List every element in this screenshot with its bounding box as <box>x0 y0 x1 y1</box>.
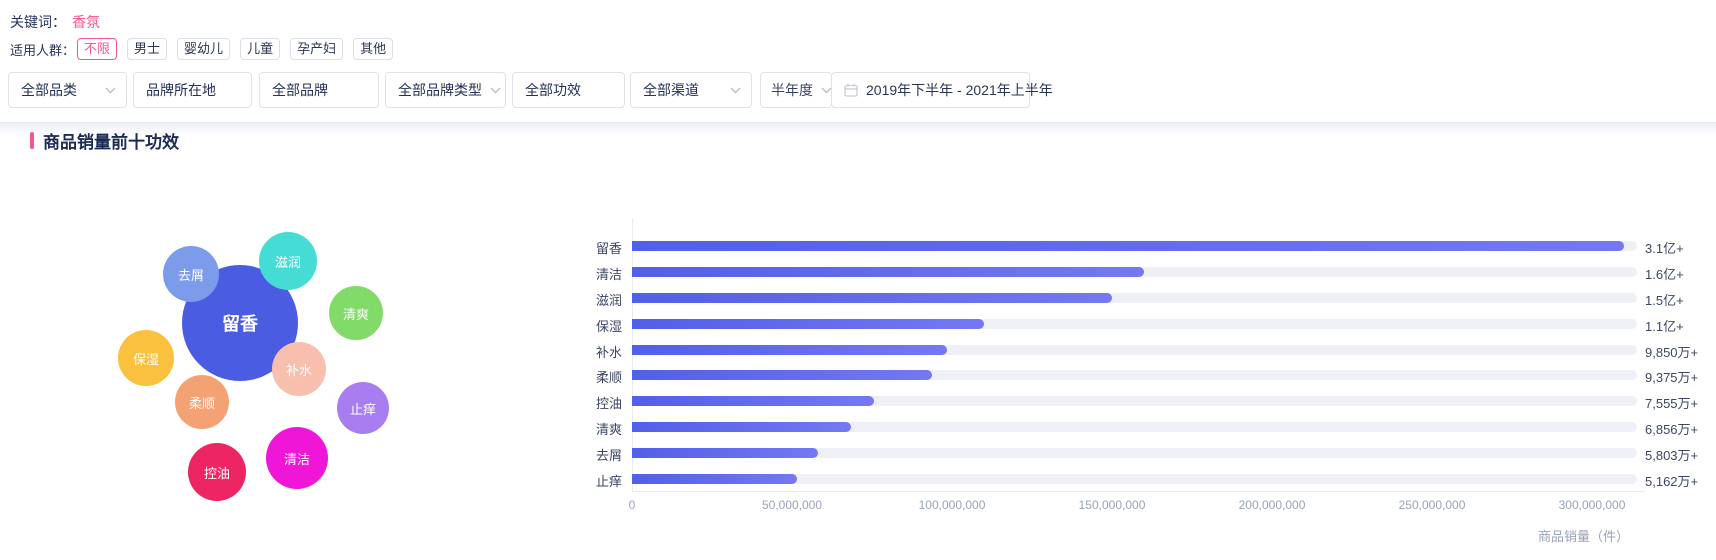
bar-category-label-清爽: 清爽 <box>595 422 622 438</box>
keyword-label: 关键词： <box>10 14 66 30</box>
bar-滋润[interactable] <box>632 292 1112 303</box>
date-range-picker[interactable]: 2019年下半年 - 2021年上半年 <box>831 72 1053 108</box>
period-granularity-select[interactable]: 半年度 <box>760 72 832 108</box>
x-axis-title: 商品销量（件） <box>1538 529 1630 544</box>
population-chip-孕产妇[interactable]: 孕产妇 <box>290 38 344 60</box>
filter-select-全部品牌类型[interactable]: 全部品牌类型 <box>385 72 506 108</box>
population-chip-不限[interactable]: 不限 <box>77 38 118 60</box>
bar-category-label-留香: 留香 <box>595 241 622 257</box>
bubble-滋润[interactable]: 滋润 <box>259 232 317 290</box>
bar-category-label-保湿: 保湿 <box>595 318 622 334</box>
bar-track <box>632 473 1637 484</box>
bar-category-label-去屑: 去屑 <box>595 447 622 463</box>
filter-label: 品牌所在地 <box>146 82 216 98</box>
header-divider-shadow <box>0 123 1716 136</box>
bar-value-label: 9,375万+ <box>1645 370 1699 386</box>
bubble-控油[interactable]: 控油 <box>188 443 246 501</box>
bar-去屑[interactable] <box>632 447 818 458</box>
filter-input-全部品牌[interactable]: 全部品牌 <box>259 72 379 108</box>
population-chip-儿童[interactable]: 儿童 <box>240 38 281 60</box>
x-tick-50,000,000: 50,000,000 <box>761 498 823 512</box>
bar-track <box>632 292 1637 303</box>
filter-input-品牌所在地[interactable]: 品牌所在地 <box>133 72 252 108</box>
bar-track <box>632 422 1637 433</box>
bar-category-label-止痒: 止痒 <box>595 473 622 489</box>
bar-value-label: 6,856万+ <box>1645 422 1699 438</box>
bar-控油[interactable] <box>632 396 874 407</box>
bar-track <box>632 447 1637 458</box>
bar-value-label: 5,803万+ <box>1645 447 1699 463</box>
bar-柔顺[interactable] <box>632 370 932 381</box>
bubble-清爽[interactable]: 清爽 <box>329 286 383 340</box>
calendar-icon <box>844 83 858 97</box>
bar-value-label: 1.5亿+ <box>1645 292 1684 308</box>
keyword-row: 关键词： 香氛 <box>10 11 100 33</box>
chevron-down-icon <box>105 87 116 94</box>
bar-value-label: 3.1亿+ <box>1645 241 1684 257</box>
x-tick-150,000,000: 150,000,000 <box>1078 498 1146 512</box>
bar-track <box>632 266 1637 277</box>
bubble-补水[interactable]: 补水 <box>272 342 326 396</box>
chevron-down-icon <box>490 87 501 94</box>
bar-清洁[interactable] <box>632 266 1144 277</box>
population-chip-group: 不限 男士 婴幼儿 儿童 孕产妇 其他 <box>77 38 403 60</box>
header-divider <box>0 122 1716 123</box>
bar-value-label: 1.1亿+ <box>1645 318 1684 334</box>
bar-category-label-补水: 补水 <box>595 344 622 360</box>
x-tick-0: 0 <box>628 498 636 512</box>
bar-track <box>632 344 1637 355</box>
filter-label: 全部品牌类型 <box>398 82 482 98</box>
x-axis-line <box>632 491 1645 492</box>
chevron-down-icon <box>821 87 832 94</box>
bar-track <box>632 370 1637 381</box>
bar-track <box>632 318 1637 329</box>
x-tick-300,000,000: 300,000,000 <box>1558 498 1626 512</box>
population-chip-其他[interactable]: 其他 <box>353 38 394 60</box>
section-title: 商品销量前十功效 <box>43 133 179 152</box>
chevron-down-icon <box>730 87 741 94</box>
bar-value-label: 5,162万+ <box>1645 473 1699 489</box>
filter-input-全部功效[interactable]: 全部功效 <box>512 72 625 108</box>
bar-track <box>632 241 1637 252</box>
x-tick-100,000,000: 100,000,000 <box>918 498 986 512</box>
period-granularity-label: 半年度 <box>771 82 813 98</box>
bar-track <box>632 396 1637 407</box>
bar-止痒[interactable] <box>632 473 798 484</box>
bar-value-label: 1.6亿+ <box>1645 266 1684 282</box>
population-chip-男士[interactable]: 男士 <box>127 38 168 60</box>
bar-补水[interactable] <box>632 344 948 355</box>
bubble-清洁[interactable]: 清洁 <box>266 427 328 489</box>
x-tick-200,000,000: 200,000,000 <box>1238 498 1306 512</box>
bar-category-label-滋润: 滋润 <box>595 292 622 308</box>
bar-保湿[interactable] <box>632 318 984 329</box>
x-tick-250,000,000: 250,000,000 <box>1398 498 1466 512</box>
bar-category-label-控油: 控油 <box>595 396 622 412</box>
keyword-value[interactable]: 香氛 <box>72 14 100 30</box>
bubble-止痒[interactable]: 止痒 <box>337 382 389 434</box>
bar-清爽[interactable] <box>632 422 852 433</box>
bar-value-label: 7,555万+ <box>1645 396 1699 412</box>
population-label: 适用人群： <box>10 42 76 58</box>
bubble-保湿[interactable]: 保湿 <box>118 330 174 386</box>
bar-category-label-柔顺: 柔顺 <box>595 370 622 386</box>
filter-label: 全部品类 <box>21 82 77 98</box>
population-row: 适用人群： 不限 男士 婴幼儿 儿童 孕产妇 其他 <box>10 37 403 61</box>
date-range-value: 2019年下半年 - 2021年上半年 <box>866 82 1053 98</box>
filter-select-全部品类[interactable]: 全部品类 <box>8 72 127 108</box>
bubble-柔顺[interactable]: 柔顺 <box>175 375 229 429</box>
bar-留香[interactable] <box>632 241 1624 252</box>
filter-label: 全部渠道 <box>643 82 699 98</box>
title-accent-bar <box>30 132 34 149</box>
filter-row: 全部品类 品牌所在地 全部品牌 全部品牌类型 全部功效 全部渠道 半年度 2019年下半年… <box>0 72 1716 108</box>
bubble-去屑[interactable]: 去屑 <box>163 246 219 302</box>
filter-select-全部渠道[interactable]: 全部渠道 <box>630 72 752 108</box>
filter-label: 全部功效 <box>525 82 581 98</box>
bar-value-label: 9,850万+ <box>1645 344 1699 360</box>
population-chip-婴幼儿[interactable]: 婴幼儿 <box>177 38 231 60</box>
bar-category-label-清洁: 清洁 <box>595 266 622 282</box>
section-header: 商品销量前十功效 <box>30 128 179 153</box>
filter-label: 全部品牌 <box>272 82 328 98</box>
